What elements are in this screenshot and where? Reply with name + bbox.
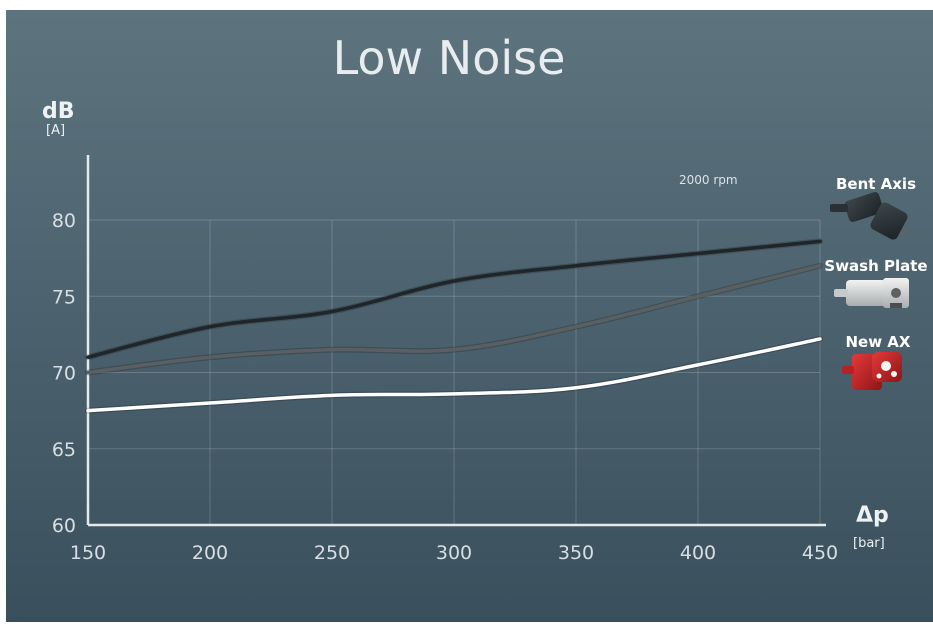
x-tick-label: 200 — [192, 542, 228, 564]
chart-panel: Low Noise 150 200 250 300 350 400 450 60 65 70 75 8… — [6, 10, 933, 622]
x-axis-unit: [bar] — [853, 536, 885, 551]
x-tick-label: 150 — [70, 542, 106, 564]
legend-bent-axis: Bent Axis — [830, 175, 916, 240]
legend-label-new-ax: New AX — [846, 333, 911, 351]
legend-label-swash-plate: Swash Plate — [824, 257, 927, 275]
tick-labels: 150 200 250 300 350 400 450 60 65 70 75 80 — [52, 210, 838, 564]
x-tick-label: 400 — [680, 542, 716, 564]
rpm-annotation: 2000 rpm — [679, 173, 738, 187]
y-axis-unit: [A] — [46, 123, 65, 138]
y-tick-label: 70 — [52, 363, 76, 385]
chart-svg: Low Noise 150 200 250 300 350 400 450 60 65 70 75 8… — [42, 31, 928, 564]
legend-label-bent-axis: Bent Axis — [836, 175, 916, 193]
x-tick-label: 350 — [558, 542, 594, 564]
y-tick-label: 80 — [52, 210, 76, 232]
legend-new-ax: New AX — [842, 333, 911, 390]
grid — [88, 219, 821, 525]
series-line-bent-axis — [86, 239, 822, 359]
legend-swash-plate: Swash Plate — [824, 257, 928, 308]
x-tick-label: 250 — [314, 542, 350, 564]
x-tick-label: 300 — [436, 542, 472, 564]
y-tick-label: 60 — [52, 515, 76, 537]
axes — [86, 155, 826, 527]
swash-plate-pump-icon — [834, 278, 909, 308]
new-ax-pump-icon — [842, 352, 902, 390]
series-line-new-ax — [86, 337, 822, 413]
x-axis-label: Δp — [856, 503, 889, 528]
bent-axis-pump-icon — [830, 192, 909, 240]
x-tick-label: 450 — [802, 542, 838, 564]
y-tick-label: 65 — [52, 439, 76, 461]
y-axis-label: dB — [42, 99, 75, 124]
series-lines — [85, 238, 823, 414]
chart-title: Low Noise — [333, 31, 566, 85]
series-line-swash-plate — [86, 264, 822, 375]
y-tick-label: 75 — [52, 286, 76, 308]
